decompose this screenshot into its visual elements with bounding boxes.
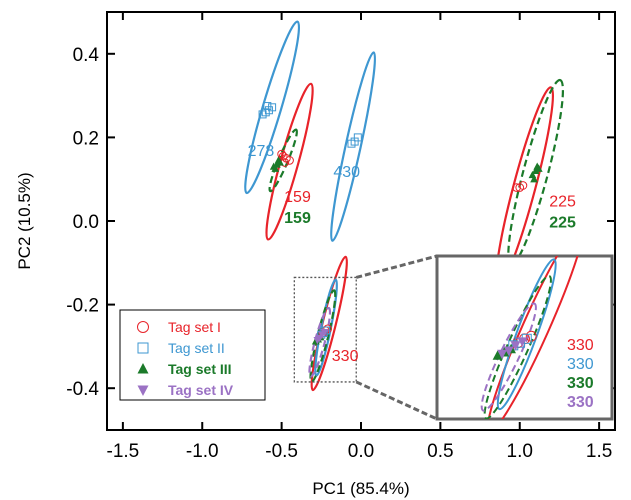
x-tick-label: 1.0 [507, 441, 533, 462]
y-tick-label: 0.4 [73, 45, 100, 66]
data-layer [244, 20, 565, 392]
annotation-layer: 278 159 159 430 225 225 330 [248, 143, 576, 365]
inset-data-point [497, 349, 508, 360]
inset-group-label: 330 [567, 356, 594, 373]
confidence-ellipse [308, 306, 332, 378]
data-point [277, 149, 286, 159]
group-label: 225 [549, 214, 576, 231]
confidence-ellipse [330, 51, 377, 242]
data-point [512, 183, 521, 192]
axes-layer: -1.5 -1.0 -0.5 0.0 0.5 1.0 1.5 -0.4 -0.2 0.0 0.2 0.… [66, 11, 616, 462]
legend-label: Tag set II [168, 340, 225, 356]
zoom-source-box [293, 276, 357, 383]
legend-box [119, 309, 266, 401]
data-point [271, 164, 280, 172]
y-tick-label: -0.2 [66, 296, 99, 317]
data-point [285, 156, 294, 165]
data-point [278, 151, 288, 161]
confidence-ellipse [486, 256, 585, 419]
x-tick-label: -0.5 [265, 441, 298, 462]
y-axis-title: PC2 (10.5%) [15, 172, 34, 269]
legend-label: Tag set IV [168, 382, 234, 398]
x-tick-label: -1.5 [107, 441, 140, 462]
data-point [263, 102, 272, 111]
data-point [274, 156, 283, 164]
confidence-ellipse [507, 78, 565, 267]
zoom-connector [355, 380, 438, 421]
inset-data-point [503, 346, 514, 356]
inset-group-label: 330 [567, 375, 594, 392]
x-tick-label: -1.0 [186, 441, 219, 462]
x-tick-label: 0.0 [348, 441, 374, 462]
legend-marker [137, 321, 149, 333]
legend-label: Tag set I [168, 319, 221, 335]
y-tick-label: 0.0 [73, 212, 99, 233]
legend: Tag set I Tag set II Tag set III Tag set IV [119, 309, 266, 401]
data-point [258, 110, 267, 119]
x-tick-label: 0.5 [427, 441, 453, 462]
inset-layer: 330 330 330 330 [293, 254, 614, 421]
inset-group-label: 330 [567, 394, 594, 411]
x-tick-label: 1.5 [586, 441, 612, 462]
data-point [533, 162, 542, 170]
data-point [268, 103, 277, 112]
data-point [530, 175, 538, 183]
zoom-connector [355, 254, 438, 279]
data-point [518, 181, 528, 190]
legend-marker [137, 363, 149, 374]
data-point [320, 329, 329, 337]
inset-data-point [492, 350, 503, 360]
y-tick-label: -0.4 [66, 379, 99, 400]
x-axis-title: PC1 (85.4%) [312, 479, 409, 498]
inset-group-label: 330 [567, 337, 594, 354]
group-label: 159 [284, 210, 311, 227]
legend-label: Tag set III [168, 361, 232, 377]
legend-marker [137, 385, 149, 396]
legend-marker [137, 342, 149, 354]
confidence-ellipse [480, 302, 537, 412]
group-label: 278 [248, 143, 275, 160]
data-point [353, 133, 362, 142]
zoom-inset-content [480, 256, 585, 419]
confidence-ellipse [483, 275, 552, 419]
group-label: 330 [332, 348, 359, 365]
group-label: 225 [549, 193, 576, 210]
inset-data-point [517, 337, 528, 347]
y-tick-label: 0.2 [73, 128, 99, 149]
group-label: 159 [284, 189, 311, 206]
confidence-ellipse [244, 20, 301, 195]
data-point [531, 166, 540, 174]
inset-data-point [510, 341, 521, 351]
group-label: 430 [333, 164, 360, 181]
